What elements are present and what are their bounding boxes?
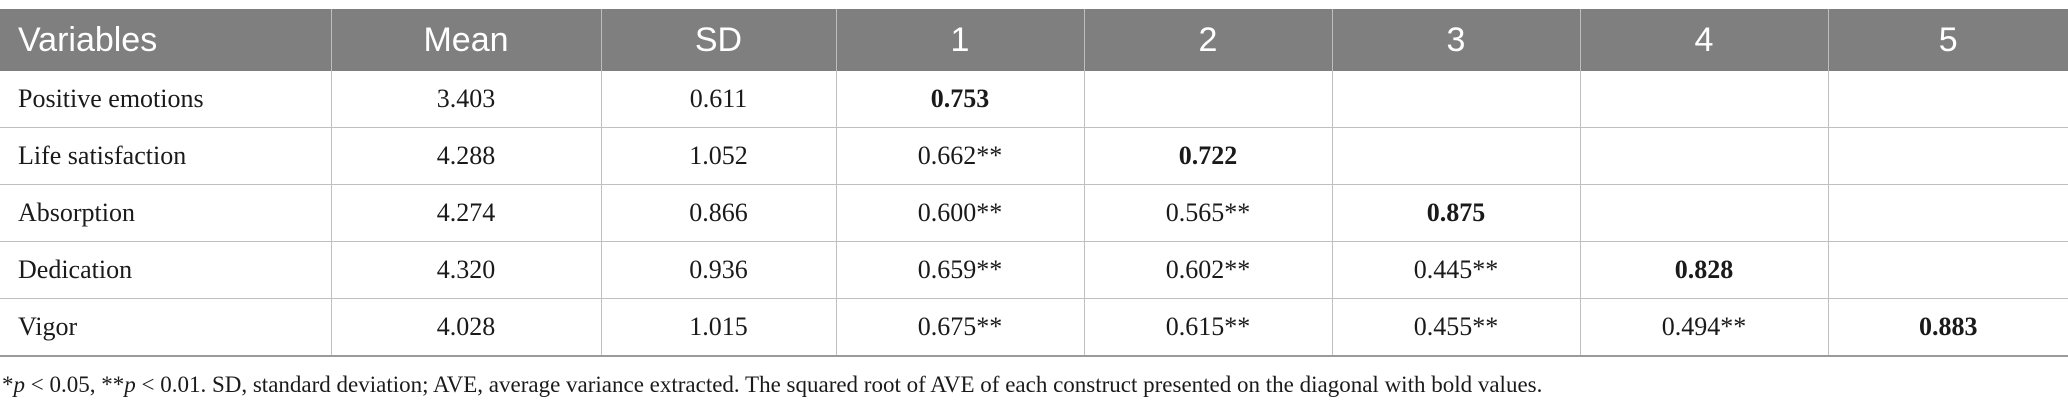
correlation-cell: 0.445** bbox=[1332, 241, 1581, 299]
sd-cell: 0.611 bbox=[601, 71, 837, 128]
header-mean: Mean bbox=[331, 9, 602, 71]
table-row: Positive emotions 3.403 0.611 0.753 bbox=[0, 71, 2068, 128]
footnote-text-2: < 0.01. SD, standard deviation; AVE, ave… bbox=[135, 372, 1543, 397]
mean-cell: 3.403 bbox=[331, 71, 602, 128]
mean-cell: 4.028 bbox=[331, 298, 602, 357]
correlation-cell bbox=[1828, 241, 2068, 299]
table-row: Life satisfaction 4.288 1.052 0.662** 0.… bbox=[0, 127, 2068, 185]
correlation-cell bbox=[1828, 184, 2068, 242]
header-sd: SD bbox=[601, 9, 837, 71]
variable-name: Positive emotions bbox=[0, 71, 332, 128]
correlation-cell bbox=[1084, 71, 1333, 128]
correlation-cell: 0.659** bbox=[836, 241, 1085, 299]
header-col-2: 2 bbox=[1084, 9, 1333, 71]
table-row: Vigor 4.028 1.015 0.675** 0.615** 0.455*… bbox=[0, 298, 2068, 357]
header-col-3: 3 bbox=[1332, 9, 1581, 71]
header-col-4: 4 bbox=[1580, 9, 1829, 71]
sd-cell: 1.015 bbox=[601, 298, 837, 357]
header-row: Variables Mean SD 1 2 3 4 5 bbox=[0, 9, 2068, 71]
mean-cell: 4.274 bbox=[331, 184, 602, 242]
table-footnote: *p < 0.05, **p < 0.01. SD, standard devi… bbox=[2, 372, 1542, 398]
diagonal-cell: 0.883 bbox=[1828, 298, 2068, 357]
header-variables: Variables bbox=[0, 9, 332, 71]
variable-name: Dedication bbox=[0, 241, 332, 299]
correlation-cell: 0.602** bbox=[1084, 241, 1333, 299]
correlation-cell bbox=[1332, 127, 1581, 185]
correlation-cell: 0.615** bbox=[1084, 298, 1333, 357]
variable-name: Life satisfaction bbox=[0, 127, 332, 185]
mean-cell: 4.320 bbox=[331, 241, 602, 299]
header-col-5: 5 bbox=[1828, 9, 2068, 71]
correlation-cell: 0.675** bbox=[836, 298, 1085, 357]
variable-name: Vigor bbox=[0, 298, 332, 357]
sd-cell: 0.866 bbox=[601, 184, 837, 242]
correlation-table-container: Variables Mean SD 1 2 3 4 5 Positive emo… bbox=[0, 9, 2068, 357]
diagonal-cell: 0.828 bbox=[1580, 241, 1829, 299]
correlation-cell bbox=[1828, 127, 2068, 185]
correlation-cell: 0.662** bbox=[836, 127, 1085, 185]
table-row: Absorption 4.274 0.866 0.600** 0.565** 0… bbox=[0, 184, 2068, 242]
sd-cell: 0.936 bbox=[601, 241, 837, 299]
correlation-table: Variables Mean SD 1 2 3 4 5 Positive emo… bbox=[0, 9, 2068, 357]
footnote-p-symbol: p bbox=[13, 372, 26, 397]
correlation-cell bbox=[1332, 71, 1581, 128]
footnote-p-symbol: p bbox=[124, 372, 136, 397]
correlation-cell: 0.494** bbox=[1580, 298, 1829, 357]
correlation-cell: 0.600** bbox=[836, 184, 1085, 242]
variable-name: Absorption bbox=[0, 184, 332, 242]
correlation-cell bbox=[1580, 71, 1829, 128]
correlation-cell bbox=[1828, 71, 2068, 128]
correlation-cell: 0.455** bbox=[1332, 298, 1581, 357]
mean-cell: 4.288 bbox=[331, 127, 602, 185]
footnote-star: * bbox=[2, 372, 14, 397]
correlation-cell bbox=[1580, 127, 1829, 185]
header-col-1: 1 bbox=[836, 9, 1085, 71]
diagonal-cell: 0.722 bbox=[1084, 127, 1333, 185]
diagonal-cell: 0.753 bbox=[836, 71, 1085, 128]
sd-cell: 1.052 bbox=[601, 127, 837, 185]
diagonal-cell: 0.875 bbox=[1332, 184, 1581, 242]
table-row: Dedication 4.320 0.936 0.659** 0.602** 0… bbox=[0, 241, 2068, 299]
footnote-text-1: < 0.05, ** bbox=[25, 372, 125, 397]
correlation-cell bbox=[1580, 184, 1829, 242]
correlation-cell: 0.565** bbox=[1084, 184, 1333, 242]
